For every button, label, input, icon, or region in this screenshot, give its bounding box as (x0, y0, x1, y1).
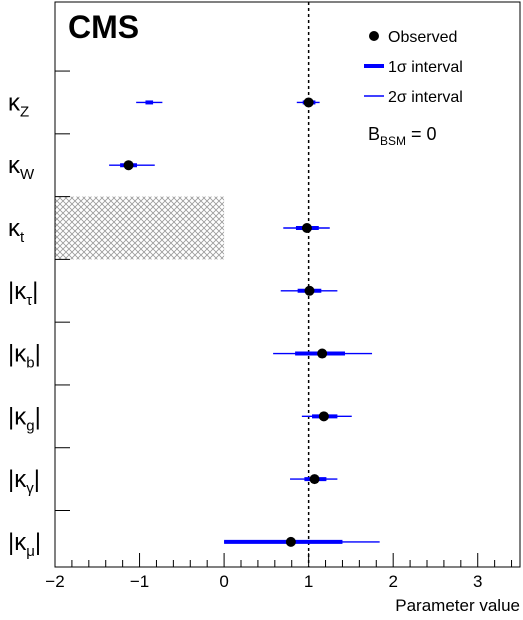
observed-point-τ (304, 285, 315, 296)
x-axis-title: Parameter value (395, 596, 520, 615)
parameter-label-τ: |κτ| (8, 278, 38, 309)
excluded-region-t (55, 196, 225, 260)
parameter-subscript: b (26, 355, 34, 372)
legend: Observed 1σ interval 2σ interval (364, 29, 463, 106)
kappa-symbol: κ (14, 278, 27, 305)
kappa-symbol: κ (8, 152, 21, 179)
parameter-label-W: κW (8, 152, 35, 183)
parameter-subscript: μ (26, 543, 35, 560)
x-tick-label: 3 (473, 572, 482, 591)
frame-layer (54, 1, 521, 568)
parameter-subscript: t (20, 229, 25, 246)
legend-label: 2σ interval (388, 89, 463, 106)
bsm-annotation: BBSM = 0 (368, 124, 437, 148)
x-axis-layer: −2 −1 0 1 2 3 Parameter value (45, 553, 520, 615)
legend-label: Observed (388, 29, 457, 46)
observed-point-g (318, 411, 329, 422)
parameter-subscript: τ (26, 292, 32, 309)
legend-observed-marker (369, 31, 379, 41)
observed-point-γ (309, 474, 320, 485)
x-tick-label: 2 (388, 572, 397, 591)
parameter-label-Z: κZ (8, 89, 29, 120)
observed-point-t (301, 223, 312, 233)
parameter-subscript: Z (20, 103, 29, 120)
bsm-annotation-text: BBSM = 0 (368, 124, 437, 148)
x-tick-label: 0 (219, 572, 228, 591)
x-tick-label: −2 (45, 572, 64, 591)
observed-point-μ (285, 536, 296, 547)
legend-label: 1σ interval (388, 59, 463, 76)
kappa-symbol: κ (8, 89, 21, 116)
kappa-symbol: κ (14, 466, 27, 493)
parameter-subscript: g (26, 417, 34, 434)
kappa-symbol: κ (14, 341, 27, 368)
kappa-symbol: κ (8, 215, 21, 242)
parameter-label-μ: |κμ| (8, 529, 41, 560)
parameter-label-b: |κb| (8, 341, 41, 372)
kappa-symbol: κ (14, 529, 27, 556)
observed-point-W (123, 160, 134, 171)
plot-frame (54, 1, 521, 568)
parameter-label-g: |κg| (8, 403, 41, 434)
parameter-label-t: κt (8, 215, 25, 246)
observed-point-b (317, 348, 328, 359)
kappa-symbol: κ (14, 403, 27, 430)
observed-point-Z (303, 97, 314, 108)
x-tick-label: −1 (130, 572, 149, 591)
experiment-label: CMS (68, 9, 139, 45)
excluded-band-layer (55, 196, 225, 260)
x-tick-label: 1 (304, 572, 313, 591)
parameter-label-γ: |κγ| (8, 466, 40, 497)
data-layer (109, 97, 380, 547)
parameter-subscript: γ (26, 480, 34, 497)
parameter-subscript: W (20, 166, 35, 183)
